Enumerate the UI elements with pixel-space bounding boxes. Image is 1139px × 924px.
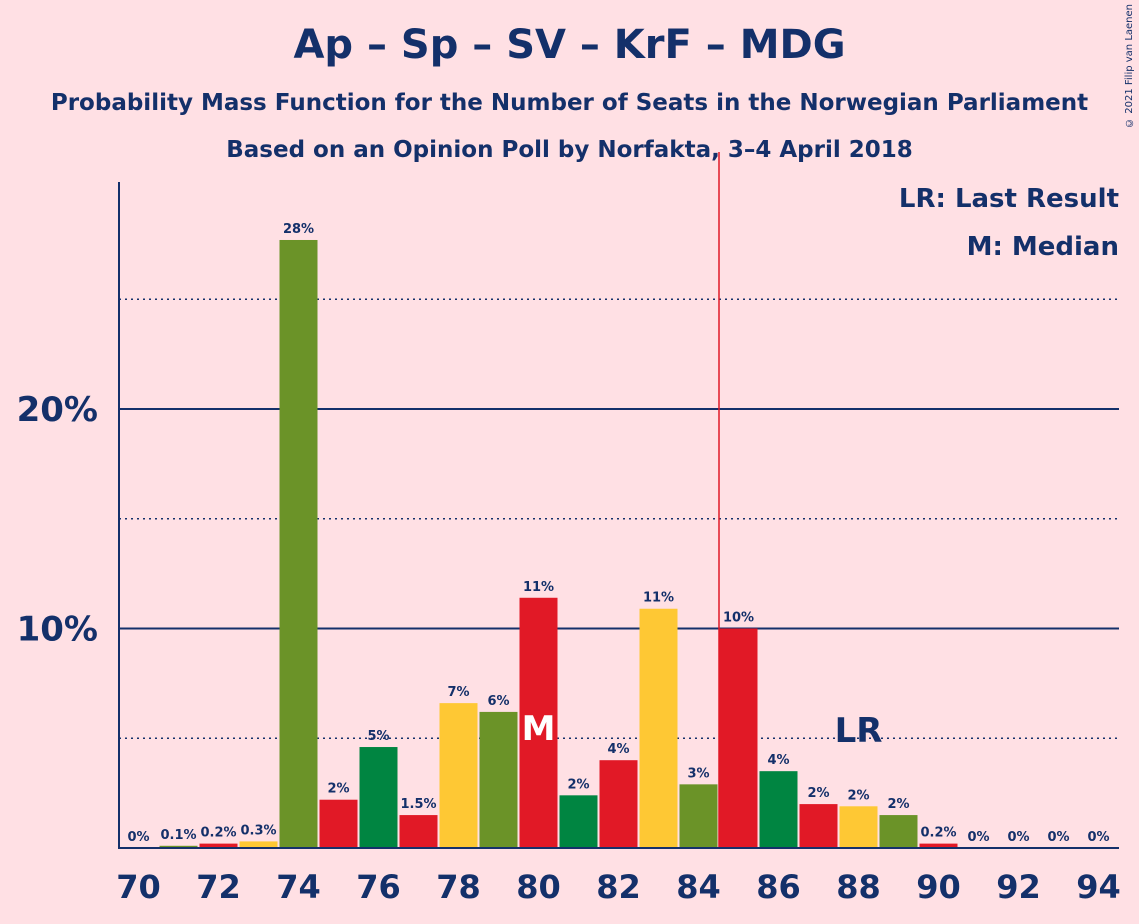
y-tick-label: 20% [17, 390, 98, 430]
bar-value-label: 11% [643, 591, 674, 606]
bar-value-label: 0.3% [240, 823, 276, 838]
bar-value-label: 7% [447, 685, 469, 700]
last-result-marker: LR [835, 711, 883, 751]
x-tick-label: 84 [676, 868, 721, 906]
bar [199, 843, 238, 848]
y-tick-label: 10% [17, 610, 98, 650]
x-tick-label: 74 [276, 868, 321, 906]
bar-value-label: 2% [567, 777, 589, 792]
bar-value-label: 0% [1007, 830, 1029, 845]
bar-value-label: 3% [687, 766, 709, 781]
bar-value-label: 11% [523, 580, 554, 595]
bar-value-label: 2% [327, 782, 349, 797]
x-tick-label: 90 [916, 868, 961, 906]
bar-value-label: 2% [807, 786, 829, 801]
x-tick-label: 72 [196, 868, 241, 906]
bar [759, 771, 798, 848]
bar [799, 804, 838, 848]
bar-value-label: 2% [847, 788, 869, 803]
bar-value-label: 0.1% [160, 828, 196, 843]
x-tick-label: 88 [836, 868, 881, 906]
x-tick-label: 76 [356, 868, 401, 906]
chart-subtitle: Probability Mass Function for the Number… [50, 90, 1089, 116]
bar-value-label: 10% [723, 611, 754, 626]
bar-value-label: 0% [127, 830, 149, 845]
bar-value-label: 4% [767, 753, 789, 768]
x-tick-label: 86 [756, 868, 801, 906]
bar-value-label: 5% [367, 729, 389, 744]
bar [159, 845, 198, 848]
bar [479, 711, 518, 848]
bar-value-label: 2% [887, 797, 909, 812]
bar [439, 703, 478, 848]
legend-median: M: Median [966, 232, 1119, 262]
bar [599, 760, 638, 848]
bar-value-label: 0% [1047, 830, 1069, 845]
chart-subtitle-poll: Based on an Opinion Poll by Norfakta, 3–… [226, 137, 913, 163]
x-tick-label: 92 [996, 868, 1041, 906]
bar-value-label: 4% [607, 742, 629, 757]
legend-last-result: LR: Last Result [898, 184, 1119, 214]
median-marker: M [522, 709, 556, 749]
copyright-note: © 2021 Filip van Laenen [1124, 4, 1135, 128]
bar [359, 747, 398, 848]
bar [839, 806, 878, 848]
bar [399, 815, 438, 848]
bar [879, 815, 918, 848]
bar [519, 597, 558, 848]
x-tick-label: 82 [596, 868, 641, 906]
chart-title: Ap – Sp – SV – KrF – MDG [293, 22, 846, 68]
bar-value-label: 28% [283, 222, 314, 237]
bar [319, 799, 358, 848]
x-tick-label: 94 [1076, 868, 1121, 906]
bar [559, 795, 598, 848]
bar [719, 628, 758, 848]
bar-value-label: 0.2% [920, 826, 956, 841]
bar-value-label: 6% [487, 694, 509, 709]
bar [279, 239, 318, 849]
bar [679, 784, 718, 848]
bar [919, 843, 958, 848]
x-tick-label: 78 [436, 868, 481, 906]
bar-value-label: 1.5% [400, 797, 436, 812]
bar-value-label: 0% [1087, 830, 1109, 845]
x-tick-label: 70 [116, 868, 161, 906]
x-tick-label: 80 [516, 868, 561, 906]
bar-value-label: 0.2% [200, 826, 236, 841]
bar [239, 841, 278, 848]
bar-value-label: 0% [967, 830, 989, 845]
bar [639, 608, 678, 848]
